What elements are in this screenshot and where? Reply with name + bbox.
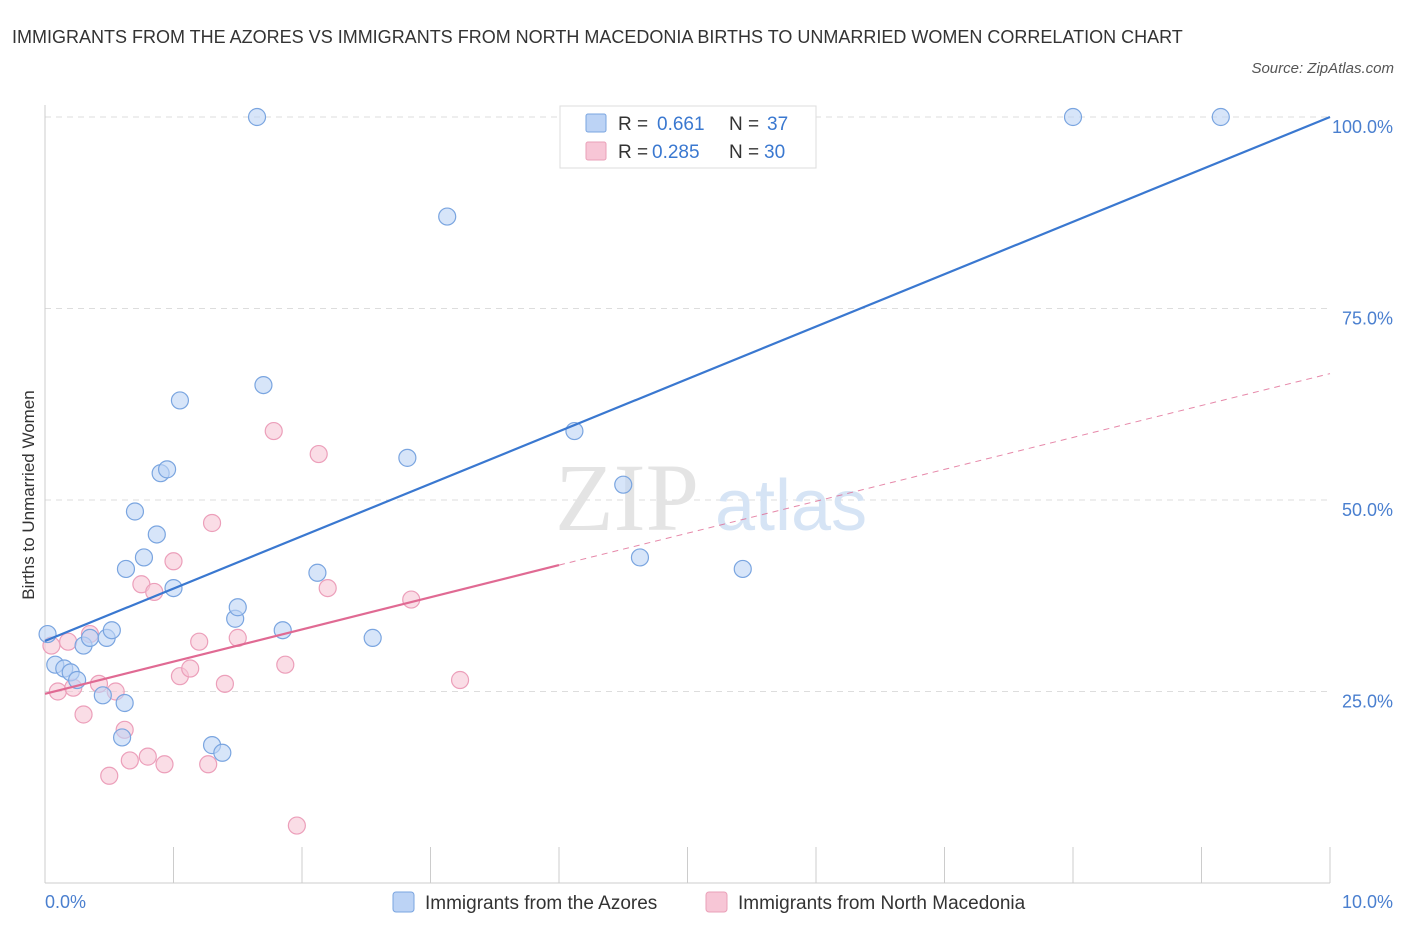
azores-point: [115, 693, 134, 713]
macedonia-point: [181, 659, 200, 678]
axes: [44, 105, 1331, 884]
x-tick-labels: 0.0% 10.0%: [45, 892, 1393, 912]
macedonia-point: [164, 552, 183, 571]
azores-point: [228, 598, 247, 617]
legend-r-value-macedonia: 0.285: [652, 142, 700, 163]
chart-title: IMMIGRANTS FROM THE AZORES VS IMMIGRANTS…: [12, 27, 1183, 47]
bottom-label-macedonia: Immigrants from North Macedonia: [738, 893, 1026, 914]
y-tick-label: 50.0%: [1342, 500, 1393, 520]
macedonia-trendline: [44, 564, 560, 695]
azores-point: [308, 563, 327, 582]
y-tick-label: 100.0%: [1332, 117, 1393, 137]
watermark: ZIP atlas: [555, 444, 867, 551]
legend-swatch-macedonia: [585, 141, 607, 161]
azores-point: [398, 448, 417, 467]
azores-point: [93, 686, 112, 705]
macedonia-point: [318, 578, 337, 598]
macedonia-point: [74, 705, 93, 724]
bottom-label-azores: Immigrants from the Azores: [425, 893, 657, 914]
azores-point: [363, 628, 382, 647]
bottom-swatch-macedonia: [705, 891, 728, 913]
series-legend: Immigrants from the Azores Immigrants fr…: [392, 891, 1026, 914]
azores-point: [1211, 107, 1230, 127]
azores-point: [80, 628, 100, 647]
azores-point: [102, 621, 121, 640]
y-tick-label: 25.0%: [1342, 692, 1393, 712]
macedonia-point: [120, 751, 139, 770]
legend-n-label-macedonia: N =: [729, 142, 759, 163]
azores-point: [157, 460, 177, 479]
legend-n-label-azores: N =: [729, 114, 759, 135]
macedonia-point: [264, 421, 283, 441]
macedonia-point: [199, 755, 218, 774]
macedonia-point: [100, 766, 119, 785]
legend-n-value-macedonia: 30: [764, 142, 785, 163]
macedonia-point: [215, 674, 234, 693]
x-tick-label: 0.0%: [45, 892, 86, 912]
y-tick-label: 75.0%: [1342, 309, 1393, 329]
azores-points: [38, 107, 1230, 762]
macedonia-point: [202, 513, 222, 533]
azores-point: [630, 548, 650, 567]
legend-r-label-macedonia: R =: [618, 142, 648, 163]
azores-point: [112, 728, 132, 747]
macedonia-point: [309, 444, 328, 464]
macedonia-point: [59, 632, 78, 651]
macedonia-point: [276, 655, 295, 674]
azores-point: [247, 107, 267, 127]
azores-point: [254, 376, 273, 395]
azores-point: [147, 525, 166, 544]
macedonia-point: [450, 670, 470, 690]
x-tick-label: 10.0%: [1342, 892, 1393, 912]
bottom-swatch-azores: [392, 891, 415, 913]
azores-point: [438, 207, 457, 226]
azores-point: [1063, 107, 1083, 127]
legend-swatch-azores: [585, 113, 607, 133]
macedonia-point: [138, 747, 157, 766]
azores-point: [116, 559, 136, 579]
legend-r-value-azores: 0.661: [657, 114, 705, 135]
macedonia-trendline-extension: [558, 373, 1331, 566]
macedonia-point: [190, 632, 209, 651]
macedonia-point: [287, 816, 306, 835]
azores-point: [213, 743, 232, 762]
legend-n-value-azores: 37: [767, 114, 788, 135]
azores-point: [125, 502, 145, 521]
source-label: Source: ZipAtlas.com: [1251, 60, 1394, 77]
y-tick-labels: 25.0% 50.0% 75.0% 100.0%: [1332, 117, 1393, 712]
macedonia-point: [155, 755, 174, 774]
legend-r-label-azores: R =: [618, 114, 648, 135]
y-axis-title: Births to Unmarried Women: [19, 390, 38, 599]
stats-legend: R = 0.661 N = 37 R = 0.285 N = 30: [559, 105, 817, 169]
azores-point: [733, 559, 752, 579]
trendlines: [44, 115, 1331, 695]
azores-point: [614, 475, 633, 494]
watermark-zip: ZIP: [555, 444, 699, 551]
azores-point: [170, 391, 190, 410]
watermark-atlas: atlas: [715, 466, 867, 546]
azores-trendline: [44, 115, 1331, 642]
azores-point: [134, 548, 154, 567]
